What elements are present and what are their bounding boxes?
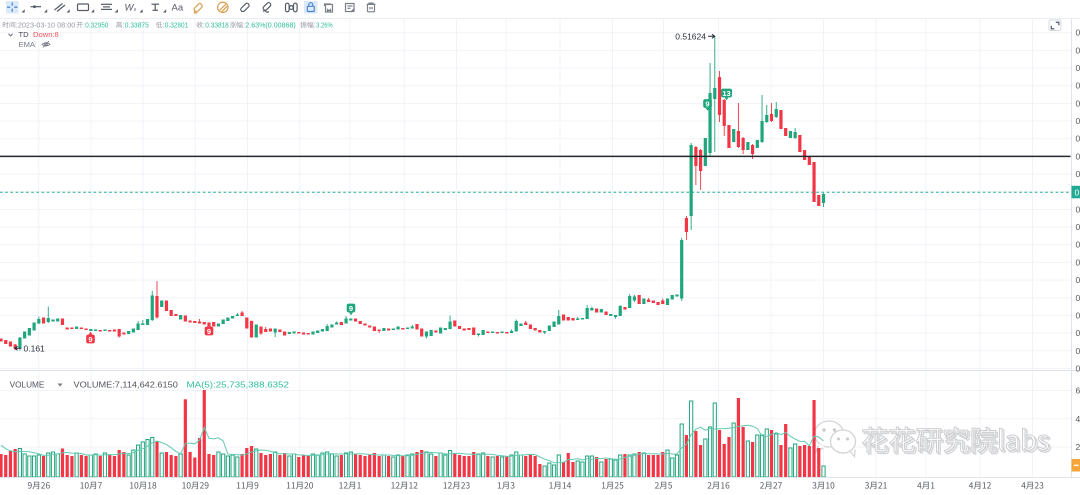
svg-text:0.24000: 0.24000	[1076, 275, 1080, 285]
svg-text:0.33818: 0.33818	[205, 20, 229, 29]
svg-text:20,0: 20,0	[1076, 442, 1080, 452]
svg-text:40,0: 40,0	[1076, 414, 1080, 424]
svg-text:Aa: Aa	[172, 3, 184, 14]
svg-text:13: 13	[722, 89, 730, 98]
svg-text:TD: TD	[19, 30, 30, 39]
svg-text:3.26%: 3.26%	[316, 20, 333, 29]
svg-text:0.16000: 0.16000	[1076, 346, 1080, 356]
svg-text:9: 9	[88, 335, 92, 344]
svg-text:0.48000: 0.48000	[1076, 63, 1080, 73]
svg-text:60,0: 60,0	[1076, 386, 1080, 396]
svg-text:0.32000: 0.32000	[1076, 204, 1080, 214]
svg-text:0.32950: 0.32950	[85, 20, 108, 29]
svg-text:0.22000: 0.22000	[1076, 293, 1080, 303]
svg-text:0.18000: 0.18000	[1076, 328, 1080, 338]
svg-text:Down:8: Down:8	[33, 30, 59, 39]
svg-text:0.50000: 0.50000	[1076, 45, 1080, 55]
svg-text:0.46000: 0.46000	[1076, 81, 1080, 91]
svg-text:EMA: EMA	[19, 40, 36, 49]
svg-text::2023-03-10 08:00: :2023-03-10 08:00	[16, 20, 76, 29]
svg-text:0.30000: 0.30000	[1076, 222, 1080, 232]
svg-text:9: 9	[207, 327, 211, 336]
svg-text:0.14000: 0.14000	[1076, 363, 1080, 373]
svg-text:0.33: 0.33	[1075, 187, 1080, 197]
svg-text:0.28000: 0.28000	[1076, 240, 1080, 250]
svg-text:0.161: 0.161	[24, 343, 46, 353]
svg-text:MA(5):25,735,388.6352: MA(5):25,735,388.6352	[187, 380, 290, 389]
svg-text:0.26000: 0.26000	[1076, 257, 1080, 267]
svg-text:9: 9	[349, 304, 353, 313]
svg-text:0.42000: 0.42000	[1076, 116, 1080, 126]
svg-text:2.63%(0.00868): 2.63%(0.00868)	[245, 20, 295, 29]
svg-text:9: 9	[705, 99, 709, 108]
svg-text:VOLUME:7,114,642.6150: VOLUME:7,114,642.6150	[74, 380, 179, 389]
svg-text:VOLUME: VOLUME	[10, 380, 45, 389]
svg-text:0.33875: 0.33875	[125, 20, 149, 29]
svg-text:0.32801: 0.32801	[165, 20, 188, 29]
svg-text:0.40000: 0.40000	[1076, 134, 1080, 144]
svg-text:0.44000: 0.44000	[1076, 98, 1080, 108]
svg-text:0.51624: 0.51624	[675, 31, 706, 41]
svg-text:0.52000: 0.52000	[1076, 28, 1080, 38]
svg-text:0.36000: 0.36000	[1076, 169, 1080, 179]
svg-text:0.20000: 0.20000	[1076, 310, 1080, 320]
svg-text:0.38000: 0.38000	[1076, 151, 1080, 161]
